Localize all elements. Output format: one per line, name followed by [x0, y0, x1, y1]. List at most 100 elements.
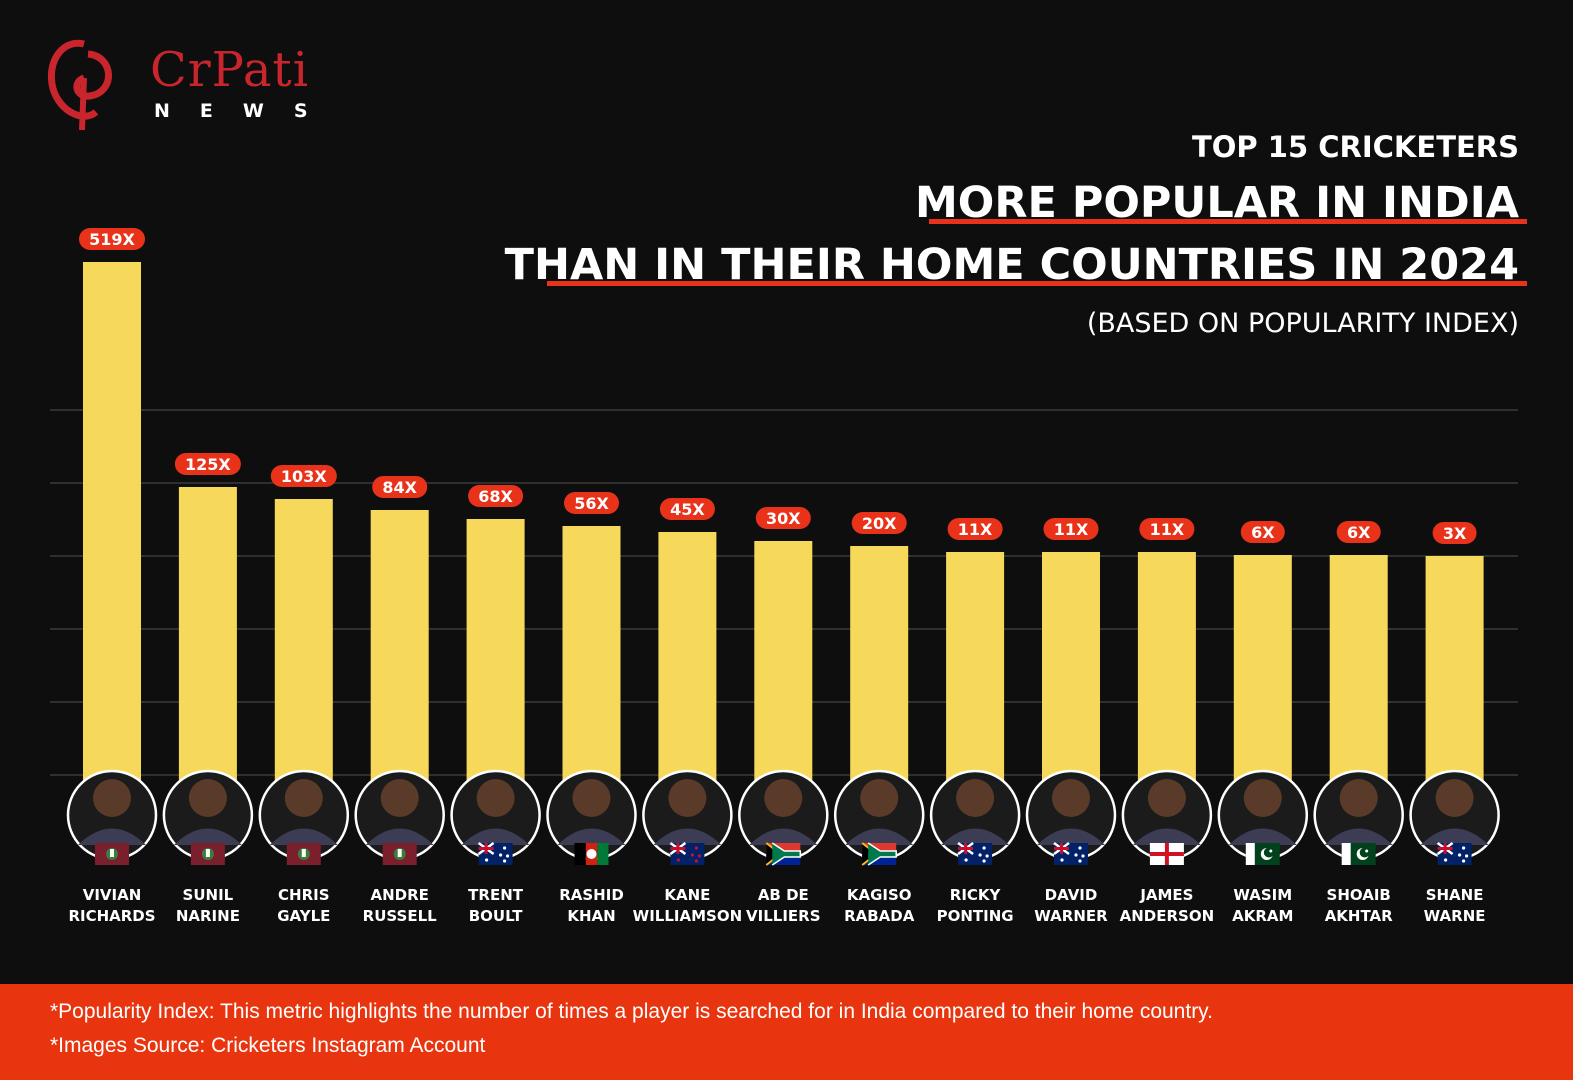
logo-name: CrPati — [150, 42, 310, 98]
avatar-body — [1420, 828, 1489, 845]
data-label: 56X — [574, 494, 609, 513]
category-label: GAYLE — [277, 907, 330, 925]
footnote-image-source: *Images Source: Cricketers Instagram Acc… — [50, 1034, 486, 1057]
avatar-body — [1132, 828, 1201, 845]
flag-west-indies-icon — [95, 843, 129, 865]
data-label: 3X — [1443, 524, 1467, 543]
category-label: RICKY — [950, 886, 1002, 904]
title-underline-2 — [547, 281, 1527, 286]
flag-new-zealand-icon — [669, 841, 705, 865]
category-label: KAGISO — [847, 886, 912, 904]
player-avatar — [1217, 769, 1309, 861]
value-badge — [1432, 522, 1477, 544]
category-label: RABADA — [844, 907, 915, 925]
bar — [658, 532, 717, 800]
avatar-body — [1324, 828, 1393, 845]
player-avatar — [546, 769, 637, 861]
avatar-head — [668, 779, 707, 817]
category-label: RASHID — [559, 886, 624, 904]
category-label: RICHARDS — [68, 907, 155, 925]
bar — [1233, 555, 1292, 800]
avatar-head — [1339, 779, 1378, 817]
flag-west-indies-icon — [190, 843, 225, 865]
value-badge — [947, 518, 1003, 540]
data-label: 103X — [281, 467, 327, 486]
avatar-body — [749, 828, 818, 845]
avatar-body — [941, 828, 1010, 845]
category-label: JAMES — [1139, 886, 1193, 904]
category-label: KHAN — [567, 907, 615, 925]
avatar-head — [1052, 779, 1090, 817]
avatar-head — [93, 779, 131, 817]
chart-kicker: TOP 15 CRICKETERS — [1191, 130, 1519, 164]
bar — [83, 262, 141, 800]
title-underline-1 — [929, 219, 1527, 224]
category-label: RUSSELL — [363, 907, 437, 925]
player-avatar — [1121, 769, 1213, 861]
flag-pakistan-icon — [1341, 843, 1376, 865]
category-label: TRENT — [468, 886, 524, 904]
brand-logo: CrPati NEWS — [44, 34, 334, 134]
data-label: 6X — [1251, 523, 1275, 542]
bar — [370, 510, 429, 800]
chart-title-line-1: MORE POPULAR IN INDIA — [915, 178, 1519, 228]
category-label: WASIM — [1233, 886, 1292, 904]
flag-west-indies-icon — [382, 843, 417, 865]
avatar-body — [1228, 828, 1297, 845]
category-label: AKRAM — [1232, 907, 1293, 925]
bar — [946, 552, 1005, 800]
category-label: AB DE — [758, 886, 809, 904]
avatar-head — [764, 779, 803, 817]
value-badge — [174, 453, 241, 475]
logo-mark-icon — [47, 39, 112, 131]
value-badge — [1139, 518, 1195, 540]
flag-england-icon — [1149, 843, 1184, 865]
flag-australia-icon — [1053, 841, 1088, 865]
data-label: 519X — [89, 230, 135, 249]
player-avatar — [1313, 769, 1404, 861]
value-badge — [468, 485, 524, 507]
category-label: DAVID — [1045, 886, 1098, 904]
category-label: VILLIERS — [746, 907, 821, 925]
bar — [1137, 552, 1196, 800]
chart-title-line-2: THAN IN THEIR HOME COUNTRIES IN 2024 — [504, 240, 1519, 290]
footnote-popularity-index: *Popularity Index: This metric highlight… — [50, 1000, 1213, 1023]
category-label: SHANE — [1426, 886, 1484, 904]
avatar-body — [557, 828, 626, 845]
bar — [754, 541, 813, 800]
avatar-head — [284, 779, 323, 817]
bar-chart: 519X VIVIAN RICHARDS 125X SUNIL NARINE 103X CHR… — [50, 228, 1518, 925]
bar — [562, 526, 621, 800]
player-avatar — [258, 769, 350, 861]
player-avatar — [642, 769, 733, 861]
flag-australia-icon — [957, 841, 993, 865]
player-avatar — [833, 769, 925, 861]
category-label: SHOAIB — [1327, 886, 1391, 904]
avatar-body — [269, 828, 338, 845]
flag-australia-icon — [1436, 841, 1472, 865]
flag-pakistan-icon — [1245, 843, 1280, 865]
data-label: 30X — [766, 509, 801, 528]
value-badge — [1043, 518, 1099, 540]
value-badge — [372, 476, 428, 498]
category-label: NARINE — [176, 907, 240, 925]
bar — [466, 519, 525, 800]
value-badge — [79, 228, 145, 250]
chart-subtitle: (BASED ON POPULARITY INDEX) — [1086, 308, 1519, 339]
bar — [1425, 556, 1484, 800]
avatar-body — [173, 828, 242, 845]
bar — [1329, 555, 1388, 800]
value-badge — [564, 492, 619, 514]
data-label: 11X — [1150, 520, 1185, 539]
flag-south-africa-icon — [765, 842, 802, 866]
category-label: KANE — [664, 886, 710, 904]
avatar-head — [188, 779, 227, 817]
flag-australia-icon — [477, 841, 513, 865]
avatar-body — [461, 828, 530, 845]
value-badge — [755, 507, 811, 529]
avatar-body — [365, 828, 434, 845]
data-label: 11X — [958, 520, 993, 539]
value-badge — [270, 465, 337, 487]
bar — [274, 499, 333, 800]
player-avatar — [450, 769, 541, 861]
